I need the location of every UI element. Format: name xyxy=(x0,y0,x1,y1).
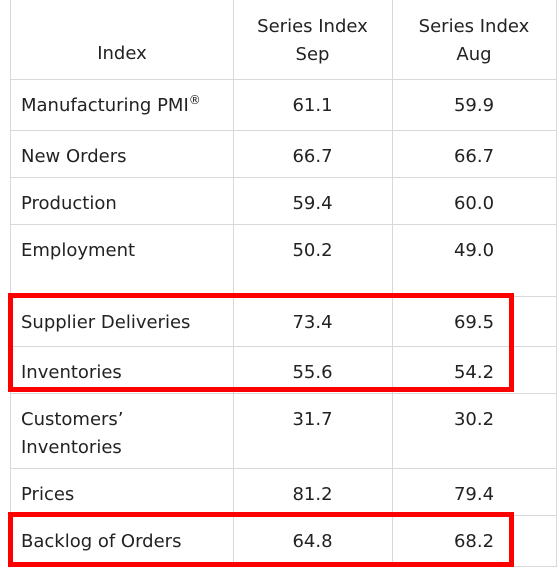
row-label: Employment xyxy=(21,240,136,261)
row-sep-value: 55.6 xyxy=(292,362,333,383)
row-aug-value: 60.0 xyxy=(453,193,495,214)
column-divider xyxy=(392,0,393,566)
table-row: Backlog of Orders 64.8 68.2 xyxy=(11,516,556,566)
table-row: Production 59.4 60.0 xyxy=(11,178,556,225)
header-sep: Series Index Sep xyxy=(233,0,392,79)
registered-mark: ® xyxy=(188,93,201,107)
row-label: Customers’ Inventories xyxy=(11,394,233,468)
row-aug-value: 49.0 xyxy=(453,240,495,261)
header-index: Index xyxy=(97,43,147,64)
row-sep-value: 59.4 xyxy=(292,193,333,214)
row-label: Inventories xyxy=(21,362,122,383)
row-label: New Orders xyxy=(21,146,127,167)
header-sep-line1: Series Index xyxy=(257,16,368,37)
row-label-line2: Inventories xyxy=(21,437,122,458)
table-row: Customers’ Inventories 31.7 30.2 xyxy=(11,394,556,469)
header-aug-line2: Aug xyxy=(456,44,492,65)
table-row: Inventories 55.6 54.2 xyxy=(11,347,556,394)
row-aug-value: 79.4 xyxy=(453,484,495,505)
row-sep-value: 61.1 xyxy=(292,95,333,116)
row-aug-value: 68.2 xyxy=(453,531,495,552)
row-label: Prices xyxy=(21,484,75,505)
header-sep-line2: Sep xyxy=(295,44,330,65)
header-aug-line1: Series Index xyxy=(418,16,530,37)
row-label: Manufacturing PMI® xyxy=(11,80,233,130)
header-aug: Series Index Aug xyxy=(392,0,556,79)
table-header: Index Series Index Sep Series Index Aug xyxy=(11,0,556,80)
table-row: Prices 81.2 79.4 xyxy=(11,469,556,516)
column-divider xyxy=(233,0,234,566)
table-row: Manufacturing PMI® 61.1 59.9 xyxy=(11,80,556,131)
table-row: Supplier Deliveries 73.4 69.5 xyxy=(11,297,556,347)
row-aug-value: 66.7 xyxy=(453,146,495,167)
table-row: New Orders 66.7 66.7 xyxy=(11,131,556,178)
row-sep-value: 31.7 xyxy=(292,409,333,430)
row-aug-value: 69.5 xyxy=(453,312,495,333)
row-aug-value: 59.9 xyxy=(453,95,495,116)
row-sep-value: 81.2 xyxy=(292,484,333,505)
row-sep-value: 73.4 xyxy=(292,312,333,333)
row-sep-value: 64.8 xyxy=(292,531,333,552)
row-sep-value: 66.7 xyxy=(292,146,333,167)
row-label-line1: Customers’ xyxy=(21,409,124,430)
pmi-table: Index Series Index Sep Series Index Aug … xyxy=(10,0,557,567)
row-label: Backlog of Orders xyxy=(21,531,182,552)
row-label: Supplier Deliveries xyxy=(21,312,191,333)
table-row: Employment 50.2 49.0 xyxy=(11,225,556,297)
row-sep-value: 50.2 xyxy=(292,240,333,261)
row-aug-value: 54.2 xyxy=(453,362,495,383)
row-label: Production xyxy=(21,193,117,214)
row-label-text: Manufacturing PMI xyxy=(21,95,189,116)
row-aug-value: 30.2 xyxy=(453,409,495,430)
